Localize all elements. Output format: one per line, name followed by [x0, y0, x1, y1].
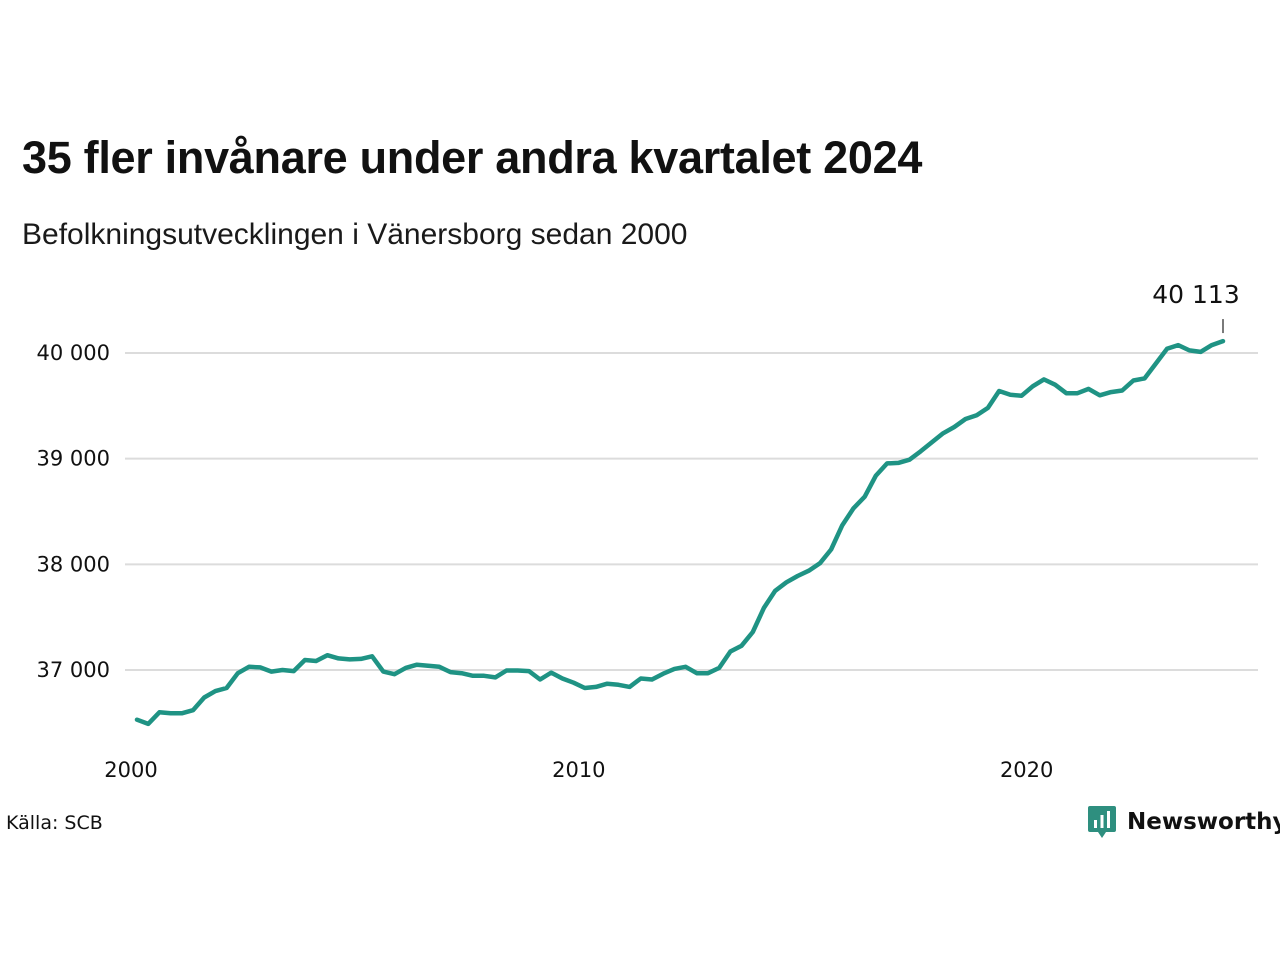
- newsworthy-logo-icon: [1088, 806, 1116, 838]
- x-tick-label: 2010: [552, 758, 605, 782]
- y-tick-label: 38 000: [37, 552, 110, 576]
- x-tick-label: 2020: [1000, 758, 1053, 782]
- y-axis-ticks: 37 000 38 000 39 000 40 000: [37, 341, 110, 682]
- source-note: Källa: SCB: [6, 812, 103, 834]
- end-value-label: 40 113: [1152, 280, 1239, 309]
- brand-logo: Newsworthy: [1087, 804, 1280, 840]
- brand-name: Newsworthy: [1127, 809, 1280, 835]
- population-line: [134, 338, 1226, 727]
- y-tick-label: 39 000: [37, 447, 110, 471]
- x-axis-ticks: 2000 2010 2020: [104, 758, 1053, 782]
- y-tick-label: 37 000: [37, 658, 110, 682]
- y-tick-label: 40 000: [37, 341, 110, 365]
- gridlines: [125, 352, 1258, 671]
- x-tick-label: 2000: [104, 758, 157, 782]
- chart-title: 35 fler invånare under andra kvartalet 2…: [22, 132, 923, 183]
- chart-subtitle: Befolkningsutvecklingen i Vänersborg sed…: [22, 218, 688, 251]
